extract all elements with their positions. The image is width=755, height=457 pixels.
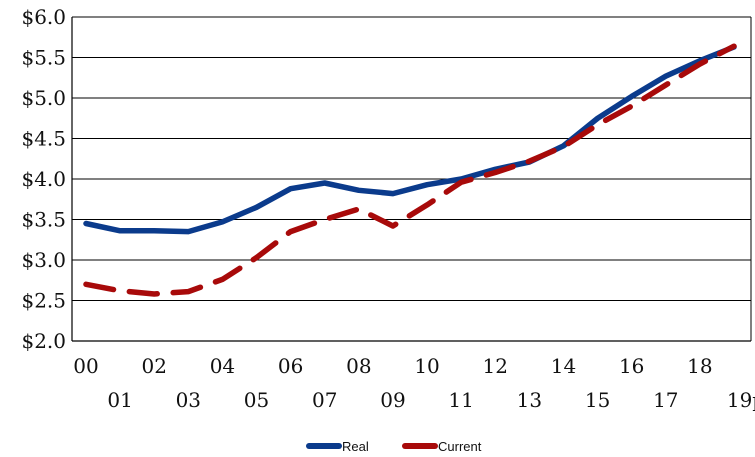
x-tick-label: 10 [414, 354, 439, 378]
series-line-real [86, 47, 734, 232]
x-axis-tick-labels: 00 01 02 03 04 05 06 07 08 09 10 11 12 13 14 15 16 17 18 19… [73, 354, 755, 412]
y-tick-label: $6.0 [21, 5, 66, 29]
x-tick-label: 13 [517, 388, 542, 412]
x-tick-label: 08 [346, 354, 371, 378]
x-tick-label: 09 [380, 388, 405, 412]
y-tick-label: $2.0 [21, 329, 66, 353]
x-tick-label: 00 [73, 354, 98, 378]
x-tick-label: 19p [727, 388, 755, 412]
x-tick-label: 16 [619, 354, 644, 378]
x-tick-label: 01 [107, 388, 132, 412]
x-tick-label: 18 [687, 354, 712, 378]
y-axis-tick-labels: $2.0 $2.5 $3.0 $3.5 $4.0 $4.5 $5.0 $5.5 $6.0 [21, 5, 66, 353]
y-tick-label: $2.5 [21, 289, 66, 313]
x-tick-label: 12 [483, 354, 508, 378]
x-tick-label: 04 [210, 354, 235, 378]
series-lines [86, 46, 734, 294]
x-tick-label: 17 [653, 388, 678, 412]
legend-label-real: Real [342, 439, 369, 454]
x-tick-label: 02 [141, 354, 166, 378]
x-tick-label: 03 [176, 388, 201, 412]
x-tick-label: 14 [551, 354, 576, 378]
series-line-current [86, 46, 734, 294]
x-tick-label: 11 [448, 388, 473, 412]
y-tick-label: $5.0 [21, 86, 66, 110]
y-tick-label: $4.5 [21, 127, 66, 151]
x-tick-label: 15 [585, 388, 610, 412]
legend: Real Current [309, 439, 482, 454]
legend-label-current: Current [438, 439, 482, 454]
x-tick-label: 05 [244, 388, 269, 412]
y-tick-label: $3.0 [21, 248, 66, 272]
x-tick-label: 07 [312, 388, 337, 412]
x-tick-label: 06 [278, 354, 303, 378]
y-tick-label: $5.5 [21, 46, 66, 70]
y-tick-label: $4.0 [21, 167, 66, 191]
y-tick-label: $3.5 [21, 208, 66, 232]
